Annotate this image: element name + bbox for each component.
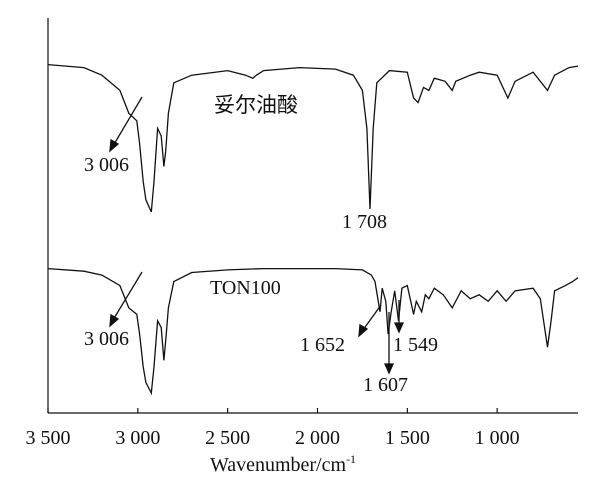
annotation-3006-bottom: 3 006 — [84, 328, 129, 350]
annotation-1708: 1 708 — [342, 211, 387, 233]
annotation-1549: 1 549 — [393, 334, 438, 356]
x-axis-label: Wavenumber/cm-1 — [210, 452, 356, 476]
series-label-ton100: TON100 — [210, 277, 281, 299]
arrow-1652-head — [358, 323, 369, 338]
x-tick-label: 1 500 — [385, 427, 430, 449]
annotation-1607: 1 607 — [363, 374, 408, 396]
series-line-ton100 — [47, 267, 579, 396]
x-tick-label: 2 000 — [295, 427, 340, 449]
series-label-tall-oil-acid: 妥尔油酸 — [214, 93, 298, 117]
arrow-1652 — [362, 304, 382, 331]
x-tick-label: 3 000 — [115, 427, 160, 449]
x-tick-label: 3 500 — [26, 427, 71, 449]
x-tick-label: 2 500 — [205, 427, 250, 449]
annotation-arrows — [109, 96, 405, 375]
arrow-1607-head — [383, 363, 395, 375]
arrow-1549-head — [393, 322, 405, 334]
series-line-tall-oil-acid — [47, 63, 579, 213]
annotation-3006-top: 3 006 — [84, 154, 129, 176]
x-tick-label: 1 000 — [475, 427, 520, 449]
x-tick-group: 3 500 3 000 2 500 2 000 1 500 1 000 — [26, 408, 520, 449]
arrow-3006-bottom — [112, 271, 143, 321]
annotation-1652: 1 652 — [300, 334, 345, 356]
x-axis-label-superscript: -1 — [346, 452, 356, 466]
arrow-3006-bottom-head — [109, 313, 120, 328]
arrow-3006-top — [112, 96, 143, 147]
arrow-3006-top-head — [109, 138, 120, 153]
